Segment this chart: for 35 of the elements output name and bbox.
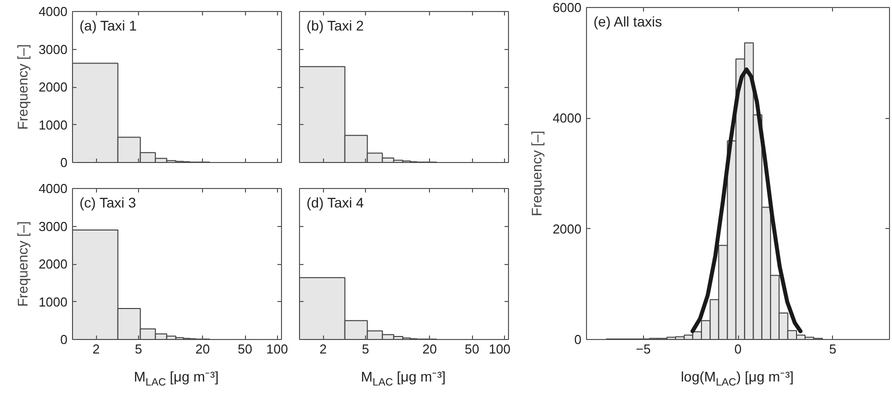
y-tick-label: 4000	[38, 4, 68, 19]
y-tick-label: 1000	[38, 117, 68, 132]
y-tick-label: 0	[60, 332, 68, 347]
x-tick-label: 2	[320, 342, 327, 356]
chart-title: (c) Taxi 3	[80, 194, 136, 210]
x-tick-label: 20	[422, 342, 437, 356]
y-axis-title: Frequency [–]	[528, 130, 545, 216]
y-tick-label: 4000	[38, 181, 68, 196]
y-tick-label: 3000	[38, 218, 68, 234]
x-tick-label: 5	[362, 342, 370, 356]
y-tick-label: 4000	[552, 110, 582, 126]
y-tick-label: 2000	[38, 256, 68, 272]
chart-title: (e) All taxis	[594, 14, 662, 30]
chart-title: (d) Taxi 4	[306, 194, 364, 210]
chart-title: (b) Taxi 2	[306, 18, 364, 34]
y-tick-label: 0	[60, 155, 68, 170]
x-tick-label: 100	[488, 342, 511, 356]
x-tick-label: 50	[464, 342, 480, 356]
x-tick-label: 5	[134, 342, 142, 356]
y-tick-label: 6000	[552, 0, 582, 15]
chart-title: (a) Taxi 1	[80, 18, 138, 34]
y-axis-title: Frequency [–]	[14, 44, 31, 130]
x-tick-label: 2	[92, 342, 100, 356]
x-tick-label: 100	[266, 342, 288, 356]
x-tick-label: 20	[195, 342, 210, 356]
x-tick-label: 5	[829, 342, 836, 356]
y-tick-label: 0	[574, 332, 582, 347]
y-tick-label: 1000	[38, 294, 68, 310]
x-tick-label: −5	[636, 342, 651, 356]
y-tick-label: 2000	[552, 221, 582, 236]
y-axis-title: Frequency [–]	[14, 221, 31, 307]
x-tick-label: 50	[238, 342, 252, 356]
x-tick-label: 0	[734, 342, 742, 356]
y-tick-label: 3000	[38, 42, 68, 57]
y-tick-label: 2000	[38, 80, 68, 94]
